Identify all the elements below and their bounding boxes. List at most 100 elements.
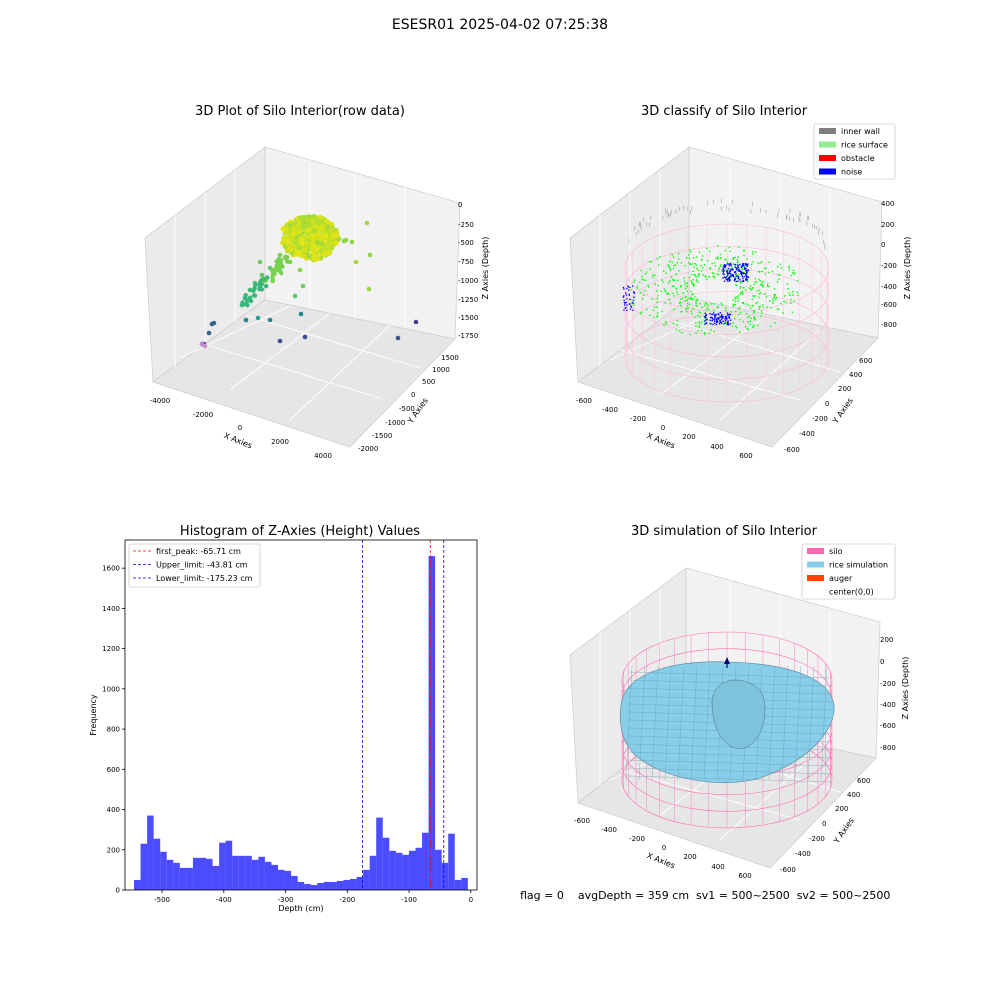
rice-point bbox=[720, 302, 723, 304]
legend-label: Upper_limit: -43.81 cm bbox=[156, 561, 248, 570]
noise-point bbox=[712, 323, 714, 326]
noise-point bbox=[629, 286, 631, 289]
plot2-3d-axes: inner wall rice surface obstacle noise -600 -… bbox=[569, 123, 912, 460]
rice-point bbox=[682, 292, 684, 294]
noise-point bbox=[742, 280, 745, 283]
rice-point bbox=[668, 265, 670, 267]
grid-line bbox=[659, 319, 761, 396]
z-tick-label: -1750 bbox=[458, 332, 478, 340]
rice-point bbox=[735, 325, 737, 328]
grid-line bbox=[619, 349, 801, 401]
rice-point bbox=[689, 263, 691, 265]
rice-point bbox=[746, 279, 749, 282]
z-tick-label: -800 bbox=[881, 321, 897, 329]
legend-label: noise bbox=[841, 168, 862, 177]
rice-point bbox=[779, 274, 781, 276]
rice-point bbox=[698, 311, 700, 313]
rice-point bbox=[639, 312, 642, 315]
rice-point bbox=[792, 272, 794, 274]
y-tick-label: 1600 bbox=[102, 565, 120, 573]
rice-point bbox=[734, 300, 737, 303]
rice-point bbox=[656, 315, 658, 317]
noise-point bbox=[726, 273, 729, 275]
rice-point bbox=[688, 254, 690, 256]
noise-point bbox=[625, 294, 628, 296]
rice-point bbox=[636, 287, 638, 289]
rice-point bbox=[656, 301, 658, 303]
x-tick-label: 200 bbox=[683, 853, 696, 861]
rice-point bbox=[787, 288, 789, 290]
rice-point bbox=[660, 290, 662, 292]
rice-point bbox=[663, 288, 665, 290]
noise-point bbox=[741, 275, 743, 277]
point-marker bbox=[248, 298, 254, 304]
rice-point bbox=[640, 269, 642, 272]
rice-point bbox=[730, 276, 732, 279]
rice-point bbox=[749, 320, 752, 322]
noise-point bbox=[724, 265, 726, 268]
rice-point bbox=[695, 302, 697, 304]
point-marker bbox=[311, 234, 317, 240]
noise-point bbox=[714, 317, 716, 319]
rice-point bbox=[676, 293, 679, 296]
surface-mesh-line bbox=[664, 665, 672, 781]
point-marker bbox=[285, 259, 290, 264]
point-marker bbox=[349, 239, 355, 245]
rice-point bbox=[690, 297, 692, 299]
rice-point bbox=[652, 274, 654, 276]
noise-point bbox=[718, 323, 721, 325]
y-tick-label: 400 bbox=[107, 806, 120, 814]
histogram-bar bbox=[408, 850, 416, 890]
noise-point bbox=[731, 267, 733, 270]
y-tick-label: 1200 bbox=[102, 645, 120, 653]
noise-point bbox=[714, 322, 716, 324]
rice-point bbox=[722, 270, 724, 272]
rice-point bbox=[759, 284, 762, 286]
rice-point bbox=[751, 298, 753, 301]
point-marker bbox=[284, 248, 291, 254]
y-tick-label: -600 bbox=[780, 866, 796, 874]
noise-point bbox=[704, 316, 706, 319]
rice-point bbox=[652, 276, 654, 278]
status-footer: flag = 0 avgDepth = 359 cm sv1 = 500~250… bbox=[520, 889, 891, 902]
noise-point bbox=[734, 266, 737, 268]
rice-point bbox=[753, 309, 755, 312]
noise-point bbox=[625, 292, 627, 294]
noise-point bbox=[711, 313, 714, 316]
noise-point bbox=[705, 322, 708, 324]
rice-point bbox=[691, 281, 693, 283]
noise-point bbox=[704, 315, 707, 317]
rice-point bbox=[678, 330, 681, 332]
noise-point bbox=[623, 288, 625, 290]
rice-point bbox=[736, 284, 738, 287]
noise-point bbox=[741, 280, 744, 283]
y-tick-label: 1000 bbox=[432, 366, 450, 374]
rice-point bbox=[725, 307, 727, 309]
rice-point bbox=[633, 281, 635, 283]
rice-point bbox=[735, 284, 737, 286]
legend-label: first_peak: -65.71 cm bbox=[156, 547, 241, 556]
rice-point bbox=[686, 290, 689, 293]
rice-point bbox=[691, 263, 694, 265]
point-marker bbox=[261, 277, 267, 282]
rice-point bbox=[710, 329, 712, 331]
point-marker bbox=[302, 334, 308, 340]
noise-point bbox=[727, 274, 729, 276]
rice-point bbox=[700, 329, 703, 332]
grid-line bbox=[289, 324, 391, 421]
noise-point bbox=[747, 276, 750, 278]
x-tick-label: -200 bbox=[630, 415, 646, 423]
rice-point bbox=[729, 314, 732, 316]
rice-point bbox=[756, 281, 758, 283]
rice-point bbox=[667, 292, 669, 294]
rice-point bbox=[665, 272, 667, 275]
rice-point bbox=[692, 293, 694, 295]
rice-point bbox=[686, 305, 688, 307]
rice-point bbox=[657, 284, 660, 287]
rice-point bbox=[669, 269, 672, 272]
x-tick-label: -200 bbox=[339, 896, 355, 904]
rice-point bbox=[758, 270, 760, 273]
point-marker bbox=[306, 253, 312, 259]
noise-point bbox=[728, 280, 731, 282]
histogram-bar bbox=[134, 879, 141, 890]
